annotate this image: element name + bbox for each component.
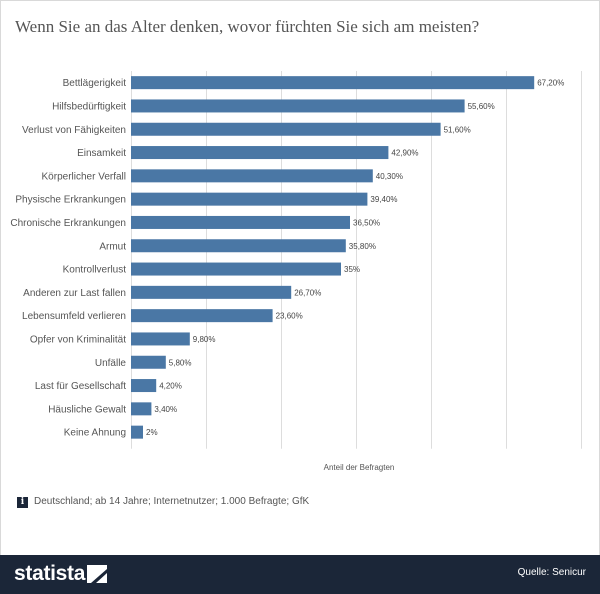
bar <box>131 262 341 276</box>
bar <box>131 355 166 369</box>
category-label: Armut <box>99 241 126 252</box>
value-label: 5,80% <box>169 358 192 367</box>
value-label: 9,80% <box>193 335 216 344</box>
bar <box>131 425 143 439</box>
value-label: 39,40% <box>370 195 397 204</box>
value-label: 4,20% <box>159 382 182 391</box>
bar <box>131 146 389 160</box>
bar <box>131 309 273 323</box>
statista-logo-mark-icon <box>87 565 107 583</box>
bar <box>131 215 350 229</box>
category-label: Bettlägerigkeit <box>63 78 127 89</box>
source-credit: Quelle: Senicur <box>517 567 586 578</box>
category-label: Physische Erkrankungen <box>15 195 126 206</box>
value-label: 35% <box>344 265 360 274</box>
footer-bar: statista Quelle: Senicur <box>0 555 600 594</box>
statista-logo[interactable]: statista <box>14 562 86 585</box>
category-label: Last für Gesellschaft <box>35 381 126 392</box>
value-label: 23,60% <box>276 312 303 321</box>
value-label: 3,40% <box>154 405 177 414</box>
value-label: 26,70% <box>294 288 321 297</box>
value-label: 67,20% <box>537 79 564 88</box>
category-label: Körperlicher Verfall <box>42 171 126 182</box>
category-label: Hilfsbedürftigkeit <box>52 101 126 112</box>
value-label: 2% <box>146 428 158 437</box>
value-label: 40,30% <box>376 172 403 181</box>
bar <box>131 379 157 393</box>
category-label: Keine Ahnung <box>64 428 126 439</box>
bar <box>131 285 292 299</box>
category-label: Chronische Erkrankungen <box>10 218 126 229</box>
bar-chart: Bettlägerigkeit 67,20% Hilfsbedürftigkeit 5… <box>10 71 582 472</box>
category-label: Verlust von Fähigkeiten <box>22 125 126 136</box>
bar <box>131 192 368 206</box>
value-label: 55,60% <box>468 102 495 111</box>
category-label: Anderen zur Last fallen <box>23 288 126 299</box>
footnote-text: Deutschland; ab 14 Jahre; Internetnutzer… <box>34 496 310 507</box>
category-label: Unfälle <box>95 358 127 369</box>
info-icon[interactable]: i <box>17 497 28 508</box>
value-label: 42,90% <box>391 149 418 158</box>
bar <box>131 99 465 113</box>
bar <box>131 402 152 416</box>
bar <box>131 239 346 253</box>
bar <box>131 169 373 183</box>
category-label: Einsamkeit <box>77 148 126 159</box>
x-axis-label: Anteil der Befragten <box>324 463 395 472</box>
value-label: 51,60% <box>444 125 471 134</box>
category-label: Häusliche Gewalt <box>48 404 126 415</box>
bar <box>131 76 535 90</box>
chart-title: Wenn Sie an das Alter denken, wovor fürc… <box>15 17 480 36</box>
bar <box>131 332 190 346</box>
category-label: Lebensumfeld verlieren <box>22 311 126 322</box>
category-label: Opfer von Kriminalität <box>30 334 126 345</box>
footnote: i Deutschland; ab 14 Jahre; Internetnutze… <box>17 496 309 508</box>
bar <box>131 122 441 136</box>
category-label: Kontrollverlust <box>63 265 127 276</box>
value-label: 35,80% <box>349 242 376 251</box>
value-label: 36,50% <box>353 218 380 227</box>
